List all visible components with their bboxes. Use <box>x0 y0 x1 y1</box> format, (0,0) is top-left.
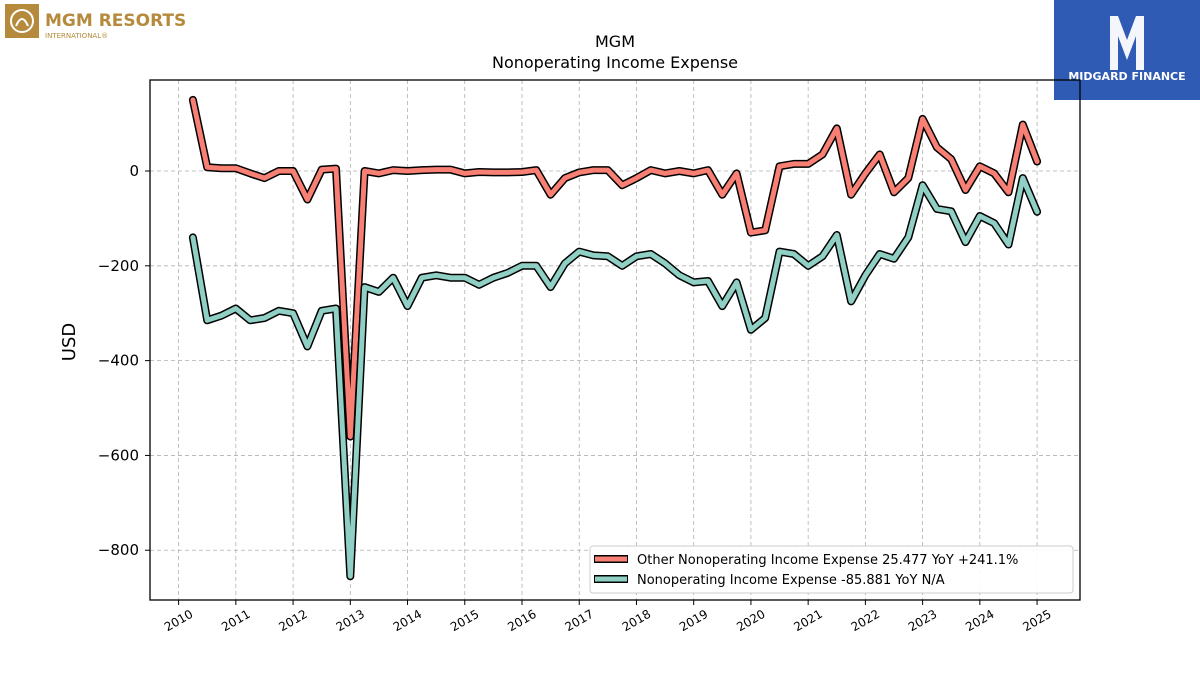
y-tick-label: 0 <box>129 162 139 180</box>
x-tick-label: 2010 <box>162 607 195 634</box>
x-tick-label: 2023 <box>906 607 939 634</box>
series-line-1 <box>190 97 1040 439</box>
brand-right-name: MIDGARD FINANCE <box>1068 70 1185 83</box>
x-axis: 2010 2011 2012 2013 2014 2015 2016 2017 2018 2019… <box>162 600 1054 634</box>
mgm-resorts-logo: MGM RESORTS INTERNATIONAL® <box>5 4 195 44</box>
x-tick-label: 2025 <box>1020 607 1053 634</box>
x-tick-label: 2011 <box>219 607 252 634</box>
mgm-lion-icon: MGM RESORTS INTERNATIONAL® <box>5 4 186 40</box>
y-axis: 0 −200 −400 −600 −800 <box>98 162 150 559</box>
y-tick-label: −200 <box>98 257 139 275</box>
x-tick-label: 2021 <box>791 607 824 634</box>
midgard-m-icon: MIDGARD FINANCE <box>1068 16 1186 83</box>
legend-label-1: Other Nonoperating Income Expense 25.477… <box>637 553 1018 568</box>
legend: Other Nonoperating Income Expense 25.477… <box>589 545 1074 594</box>
legend-box <box>589 545 1074 594</box>
y-tick-label: −400 <box>98 352 139 370</box>
chart-subtitle: Nonoperating Income Expense <box>492 53 738 72</box>
y-tick-label: −800 <box>98 541 139 559</box>
midgard-finance-logo: MIDGARD FINANCE <box>1054 0 1200 100</box>
brand-left-subtitle: INTERNATIONAL® <box>45 32 108 40</box>
y-tick-label: −600 <box>98 446 139 464</box>
x-tick-label: 2017 <box>563 607 596 634</box>
grid <box>150 80 1080 600</box>
x-tick-label: 2012 <box>276 607 309 634</box>
x-tick-label: 2016 <box>505 607 538 634</box>
series-outline-1 <box>188 95 1042 441</box>
series-layer <box>188 95 1042 581</box>
x-tick-label: 2022 <box>849 607 882 634</box>
brand-left-name: MGM RESORTS <box>45 11 186 31</box>
series-line-2 <box>190 175 1040 579</box>
x-tick-label: 2019 <box>677 607 710 634</box>
x-tick-label: 2014 <box>391 607 424 634</box>
x-tick-label: 2020 <box>734 607 767 634</box>
x-tick-label: 2013 <box>334 607 367 634</box>
x-tick-label: 2024 <box>963 607 996 634</box>
x-tick-label: 2015 <box>448 607 481 634</box>
y-axis-label: USD <box>59 323 80 361</box>
x-tick-label: 2018 <box>620 607 653 634</box>
plot-frame <box>149 79 1081 601</box>
chart-title: MGM <box>595 32 635 51</box>
legend-label-2: Nonoperating Income Expense -85.881 YoY … <box>637 573 945 588</box>
